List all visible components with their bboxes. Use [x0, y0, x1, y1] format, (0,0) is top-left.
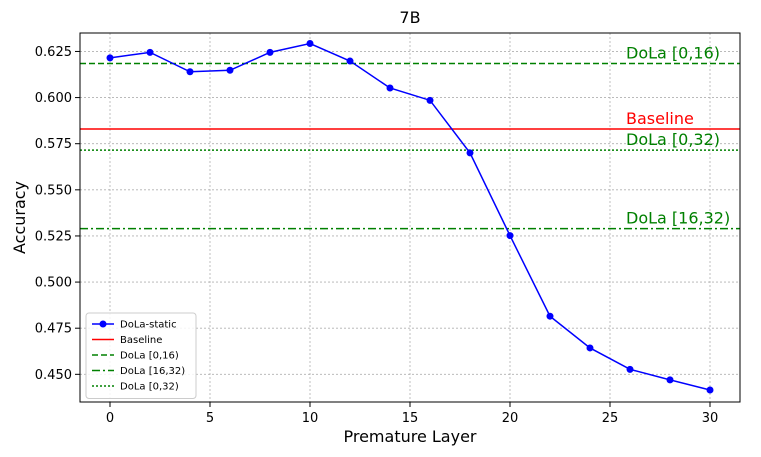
y-tick-label: 0.500	[35, 276, 72, 291]
reference-line-annotation: DoLa [0,32)	[626, 130, 720, 149]
x-tick-label: 20	[502, 411, 519, 426]
reference-lines: Baseline DoLa [0,16) DoLa [16,32) DoLa [0,3…	[80, 43, 740, 230]
y-axis-label: Accuracy	[10, 181, 29, 254]
y-tick-label: 0.550	[35, 183, 72, 198]
data-point	[346, 57, 354, 65]
y-tick-label: 0.450	[35, 368, 72, 383]
data-point	[706, 386, 714, 394]
data-point	[586, 344, 594, 352]
data-point	[106, 54, 114, 62]
y-tick-label: 0.600	[35, 91, 72, 106]
data-point	[466, 149, 474, 157]
y-tick-label: 0.525	[35, 229, 72, 244]
legend-entry-label: DoLa-static	[120, 320, 177, 331]
data-point	[666, 376, 674, 384]
x-tick-label: 30	[702, 411, 719, 426]
legend-marker	[99, 320, 107, 328]
data-series	[106, 40, 714, 394]
y-tick-label: 0.625	[35, 45, 72, 60]
data-point	[546, 312, 554, 320]
data-point	[426, 96, 434, 104]
series-line	[109, 42, 711, 391]
legend-box	[85, 312, 197, 399]
legend-entry-label: DoLa [0,32)	[120, 382, 179, 393]
x-tick-label: 25	[602, 411, 619, 426]
axis-ticks: 0 5 10 15 20 25 30 0.450 0.475 0.500 0.525 0.550 0.5…	[35, 45, 718, 426]
data-point	[266, 48, 274, 56]
x-tick-label: 0	[106, 411, 114, 426]
data-point	[306, 40, 314, 48]
legend-entry-label: DoLa [0,16)	[120, 351, 179, 362]
legend-entry-label: DoLa [16,32)	[120, 366, 185, 377]
x-tick-label: 5	[206, 411, 214, 426]
chart-title: 7B	[399, 8, 420, 27]
data-point	[226, 66, 234, 74]
y-tick-label: 0.475	[35, 322, 72, 337]
data-point	[506, 232, 514, 240]
data-point	[146, 48, 154, 56]
x-tick-label: 15	[402, 411, 419, 426]
x-tick-label: 10	[302, 411, 319, 426]
data-point	[386, 84, 394, 92]
reference-line-annotation: DoLa [0,16)	[626, 43, 720, 62]
legend: DoLa-static Baseline DoLa [0,16) DoLa [16,3…	[85, 312, 197, 399]
legend-entry-label: Baseline	[120, 335, 162, 346]
reference-line-annotation: Baseline	[626, 109, 694, 128]
data-point	[626, 365, 634, 373]
x-axis-label: Premature Layer	[343, 427, 476, 446]
data-point	[186, 68, 194, 76]
reference-line-annotation: DoLa [16,32)	[626, 209, 730, 228]
y-tick-label: 0.575	[35, 137, 72, 152]
